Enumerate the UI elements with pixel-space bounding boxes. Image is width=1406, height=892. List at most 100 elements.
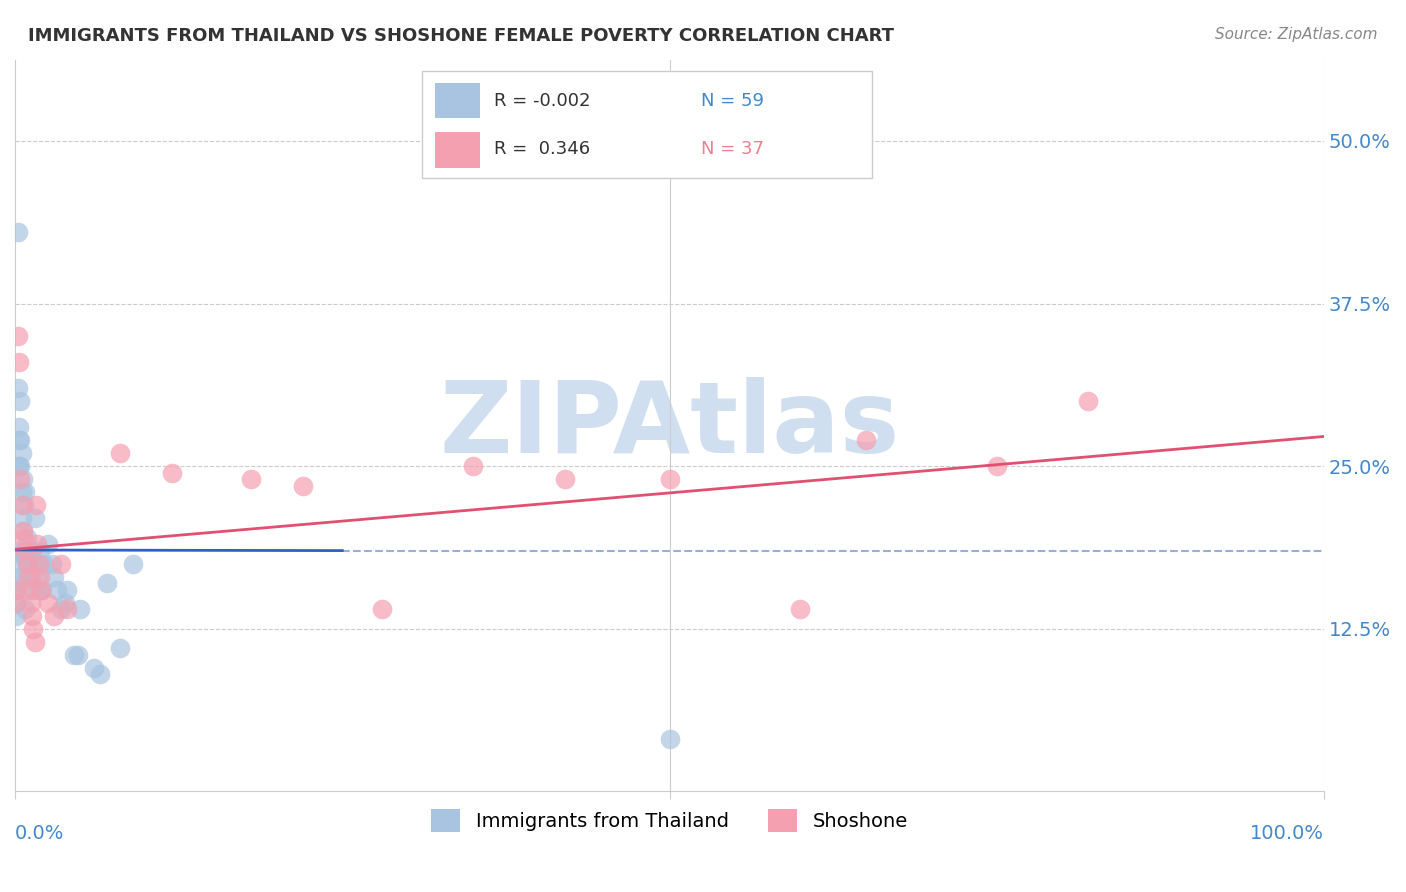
Point <box>7 381 30 395</box>
Point <box>463 459 485 474</box>
Point <box>24 511 46 525</box>
Point <box>22 582 45 597</box>
FancyBboxPatch shape <box>436 132 481 168</box>
Point <box>45 582 67 597</box>
Point <box>44 608 66 623</box>
Point <box>18 582 41 597</box>
Point <box>13 498 35 512</box>
Point <box>8 576 31 591</box>
Point <box>10 498 32 512</box>
Point <box>108 641 131 656</box>
Point <box>37 537 59 551</box>
Point <box>20 596 42 610</box>
Point <box>10 485 32 500</box>
Point <box>11 524 34 539</box>
Point <box>7 355 30 369</box>
Point <box>14 485 37 500</box>
Point <box>11 524 34 539</box>
Point <box>41 557 63 571</box>
Point <box>7 420 30 434</box>
Point <box>21 543 44 558</box>
Point <box>6 582 28 597</box>
Point <box>49 602 72 616</box>
Point <box>7 459 30 474</box>
Point <box>27 557 49 571</box>
Point <box>24 635 46 649</box>
Point <box>1077 394 1099 409</box>
Point <box>69 602 91 616</box>
Point <box>658 732 681 747</box>
Point <box>239 472 262 486</box>
Point <box>11 543 34 558</box>
Point <box>15 531 38 545</box>
Point <box>6 570 28 584</box>
Point <box>15 557 38 571</box>
Point <box>14 602 37 616</box>
Point <box>66 648 89 662</box>
Point <box>8 394 31 409</box>
Point <box>7 433 30 447</box>
Point <box>855 433 877 447</box>
Point <box>56 582 79 597</box>
Point <box>32 557 55 571</box>
Point <box>789 602 811 616</box>
Point <box>8 472 31 486</box>
Point <box>25 537 48 551</box>
FancyBboxPatch shape <box>436 83 481 119</box>
Point <box>6 608 28 623</box>
Point <box>53 596 76 610</box>
Point <box>25 557 48 571</box>
Point <box>6 596 28 610</box>
Point <box>160 466 183 480</box>
Point <box>31 582 53 597</box>
Point <box>6 557 28 571</box>
Point <box>30 557 52 571</box>
Point <box>25 570 48 584</box>
Point <box>63 648 86 662</box>
FancyBboxPatch shape <box>422 71 872 178</box>
Point <box>27 582 49 597</box>
Point <box>658 472 681 486</box>
Point <box>17 550 39 565</box>
Point <box>6 582 28 597</box>
Text: R = -0.002: R = -0.002 <box>494 93 591 111</box>
Point <box>6 596 28 610</box>
Point <box>89 667 111 681</box>
Point <box>7 459 30 474</box>
Point <box>20 570 42 584</box>
Point <box>986 459 1008 474</box>
Point <box>11 472 34 486</box>
Text: N = 37: N = 37 <box>700 141 763 159</box>
Text: 100.0%: 100.0% <box>1250 824 1324 843</box>
Text: Source: ZipAtlas.com: Source: ZipAtlas.com <box>1215 27 1378 42</box>
Point <box>10 446 32 460</box>
Point <box>13 550 35 565</box>
Point <box>83 661 105 675</box>
Text: R =  0.346: R = 0.346 <box>494 141 591 159</box>
Point <box>17 570 39 584</box>
Point <box>18 557 41 571</box>
Point <box>121 557 143 571</box>
Point <box>8 459 31 474</box>
Point <box>49 557 72 571</box>
Point <box>554 472 576 486</box>
Point <box>6 543 28 558</box>
Point <box>15 557 38 571</box>
Point <box>30 582 52 597</box>
Point <box>22 622 45 636</box>
Point <box>7 225 30 239</box>
Point <box>14 550 37 565</box>
Point <box>370 602 392 616</box>
Point <box>108 446 131 460</box>
Point <box>14 543 37 558</box>
Point <box>28 570 51 584</box>
Point <box>17 563 39 577</box>
Text: IMMIGRANTS FROM THAILAND VS SHOSHONE FEMALE POVERTY CORRELATION CHART: IMMIGRANTS FROM THAILAND VS SHOSHONE FEM… <box>28 27 894 45</box>
Point <box>291 478 314 492</box>
Point <box>21 608 44 623</box>
Legend: Immigrants from Thailand, Shoshone: Immigrants from Thailand, Shoshone <box>423 801 915 840</box>
Point <box>13 531 35 545</box>
Point <box>28 543 51 558</box>
Text: N = 59: N = 59 <box>700 93 763 111</box>
Point <box>37 596 59 610</box>
